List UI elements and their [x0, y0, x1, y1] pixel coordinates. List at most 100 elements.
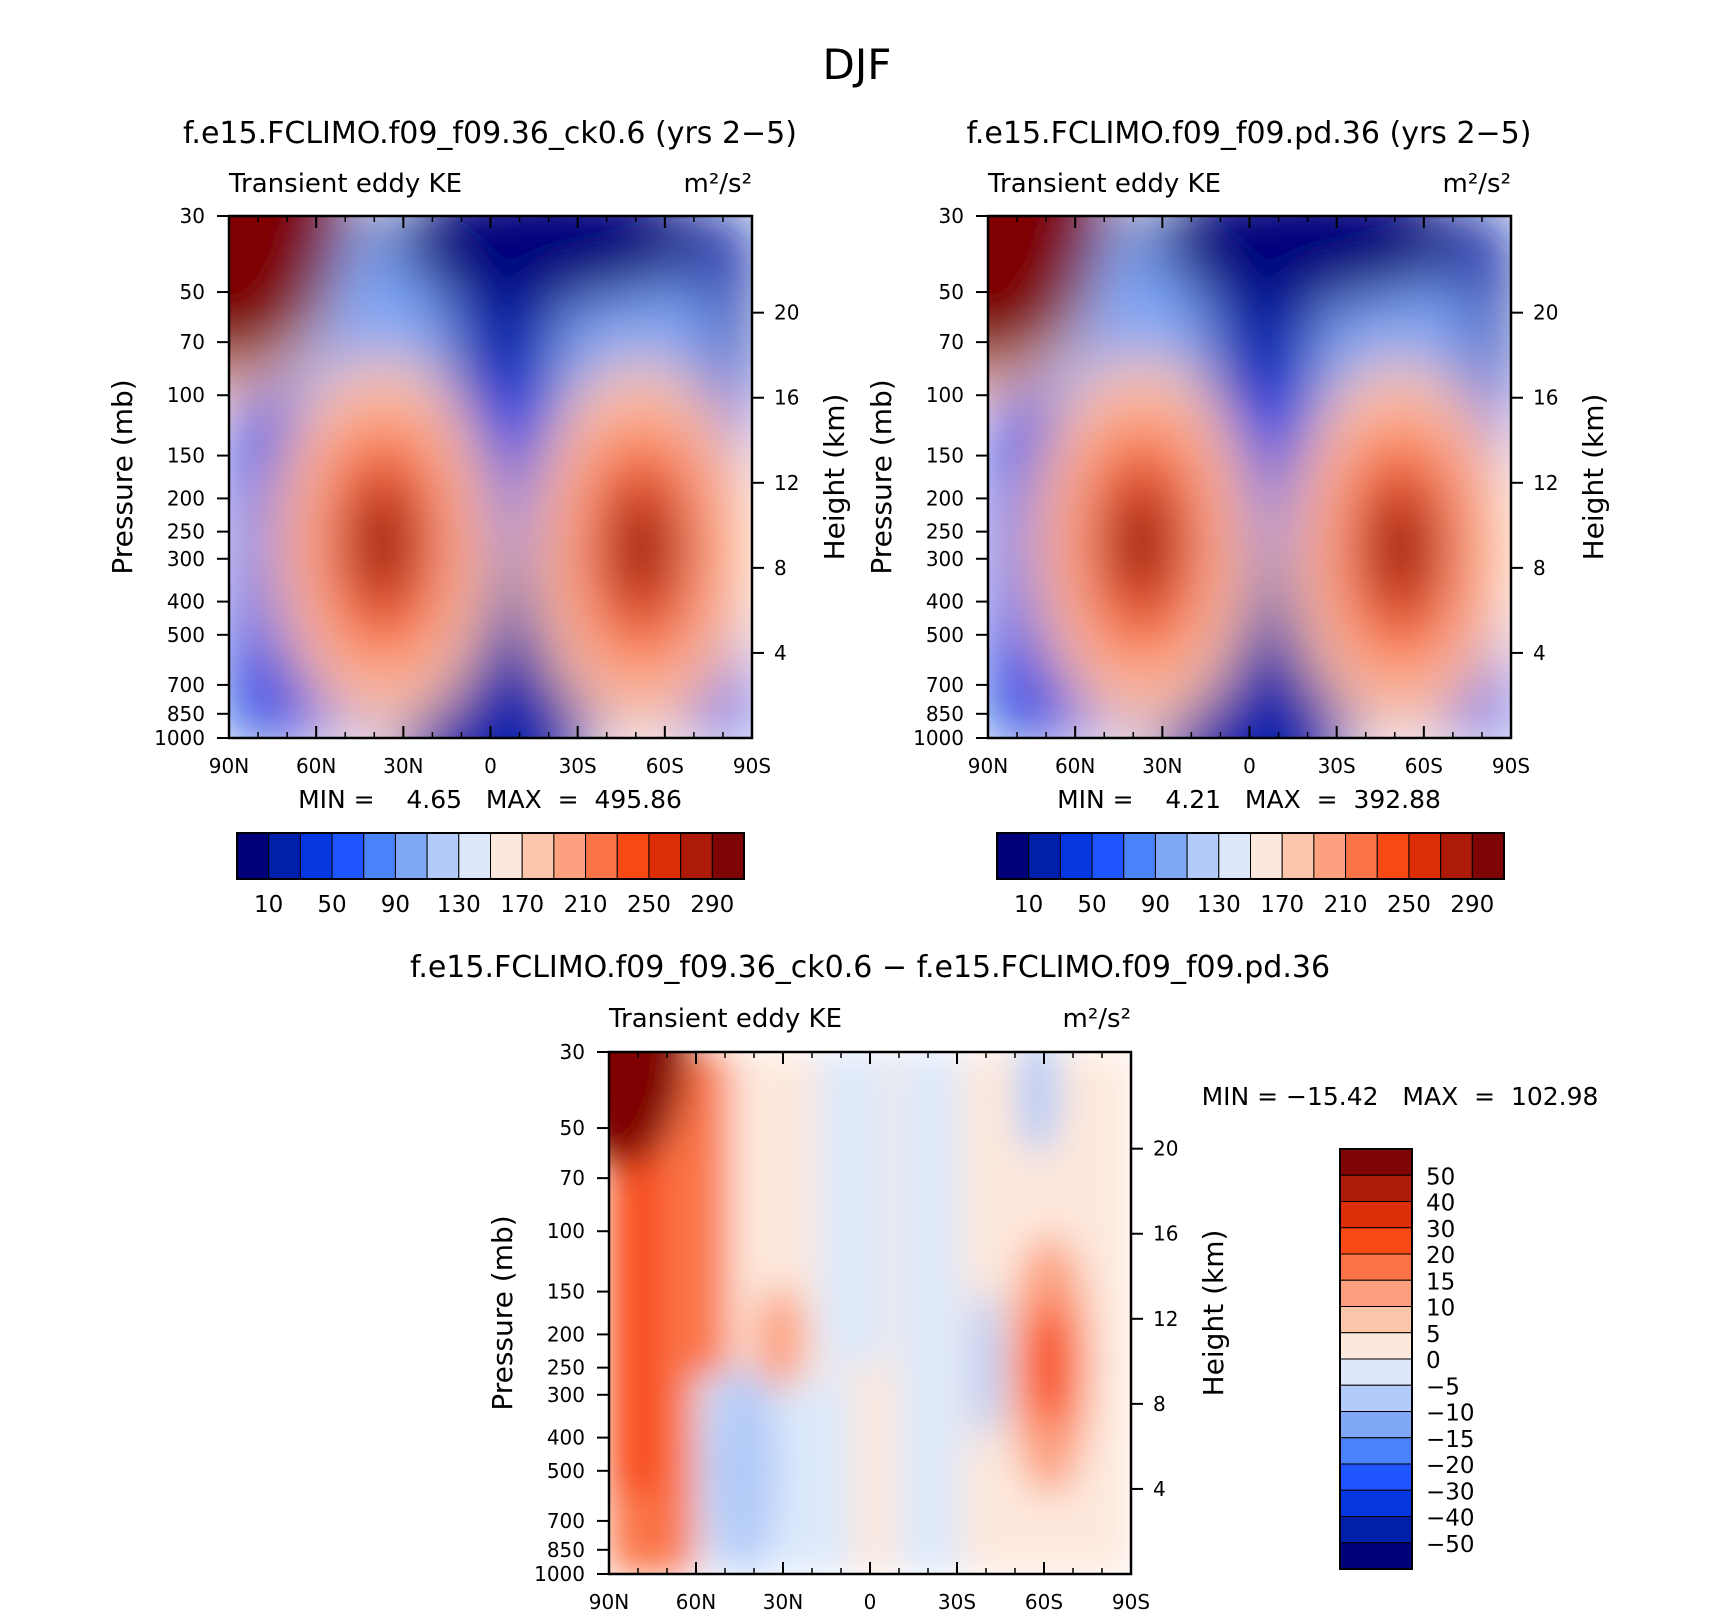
- colorbar-box: [363, 832, 396, 880]
- min-max-label: MIN = 4.65 MAX = 495.86: [298, 785, 682, 814]
- y-tick-label: 30: [939, 204, 964, 228]
- colorbar-box: [1339, 1174, 1413, 1202]
- colorbar-box: [616, 832, 650, 880]
- x-tick-label: 90N: [589, 1590, 629, 1614]
- colorbar-frame: [1339, 1148, 1413, 1570]
- y-right-tick-label: 4: [1533, 641, 1546, 665]
- y-tick-label: 150: [926, 444, 964, 468]
- field-blob: [1028, 1302, 1071, 1428]
- x-tick-label: 60S: [646, 754, 684, 778]
- colorbar-box: [1339, 1201, 1413, 1229]
- units-label: m²/s²: [684, 169, 752, 199]
- colorbar-box: [1339, 1306, 1413, 1334]
- y-tick-label: 400: [167, 590, 205, 614]
- colorbar-box: [236, 832, 270, 880]
- y-tick-label: 700: [926, 673, 964, 697]
- colorbar-label: 0: [1426, 1348, 1441, 1374]
- field-blob: [1374, 496, 1427, 601]
- y-right-axis-label: Height (km): [818, 394, 851, 561]
- colorbar-label: 210: [564, 892, 608, 918]
- colorbar-label: −10: [1426, 1401, 1475, 1427]
- y-right-tick-label: 12: [1533, 471, 1558, 495]
- left-string: Transient eddy KE: [987, 169, 1221, 199]
- colorbar-box: [268, 832, 301, 880]
- y-tick-label: 50: [560, 1116, 585, 1140]
- colorbar-label: 170: [1260, 892, 1304, 918]
- colorbar-label: 10: [254, 892, 283, 918]
- colorbar-label: −20: [1426, 1453, 1475, 1479]
- colorbar-box: [1339, 1463, 1413, 1491]
- x-tick-label: 90S: [1112, 1590, 1150, 1614]
- y-tick-label: 30: [180, 204, 205, 228]
- x-tick-label: 90S: [1492, 754, 1530, 778]
- x-tick-label: 90N: [968, 754, 1008, 778]
- y-tick-label: 100: [547, 1219, 585, 1243]
- x-tick-label: 30N: [763, 1590, 803, 1614]
- colorbar-box: [1339, 1253, 1413, 1281]
- colorbar-label: 15: [1426, 1269, 1455, 1295]
- left-string: Transient eddy KE: [608, 1004, 842, 1034]
- x-tick-label: 90N: [209, 754, 249, 778]
- y-tick-label: 850: [547, 1538, 585, 1562]
- field-blob: [1150, 216, 1465, 305]
- x-tick-label: 60N: [296, 754, 336, 778]
- x-tick-label: 60N: [1055, 754, 1095, 778]
- colorbar-box: [1339, 1358, 1413, 1386]
- colorbar: 10 50 90 130 170 210 250 290: [236, 832, 745, 918]
- field-blob: [391, 216, 706, 305]
- x-tick-label: 30N: [1142, 754, 1182, 778]
- x-tick-label: 0: [484, 754, 497, 778]
- colorbar-label: 50: [1077, 892, 1106, 918]
- y-tick-label: 250: [167, 520, 205, 544]
- field-blob: [705, 1365, 779, 1574]
- y-tick-label: 70: [939, 330, 964, 354]
- y-tick-label: 70: [560, 1166, 585, 1190]
- y-right-tick-label: 16: [1533, 386, 1558, 410]
- y-tick-label: 70: [180, 330, 205, 354]
- y-tick-label: 300: [167, 547, 205, 571]
- colorbar-label: 5: [1426, 1322, 1441, 1348]
- figure-title: DJF: [823, 40, 892, 89]
- x-tick-label: 60N: [676, 1590, 716, 1614]
- y-axis-label: Pressure (mb): [106, 379, 139, 574]
- colorbar-box: [1339, 1384, 1413, 1412]
- colorbar-box: [458, 832, 491, 880]
- colorbar-box: [1471, 832, 1505, 880]
- colorbar-label: 10: [1426, 1296, 1455, 1322]
- y-right-tick-label: 8: [774, 556, 787, 580]
- colorbar-label: 10: [1014, 892, 1043, 918]
- colorbar-label: 250: [1387, 892, 1431, 918]
- y-right-tick-label: 20: [774, 301, 799, 325]
- y-axis-label: Pressure (mb): [486, 1215, 519, 1410]
- units-label: m²/s²: [1063, 1004, 1131, 1034]
- left-string: Transient eddy KE: [228, 169, 462, 199]
- y-tick-label: 850: [167, 702, 205, 726]
- x-tick-label: 30S: [938, 1590, 976, 1614]
- colorbar-label: −15: [1426, 1427, 1475, 1453]
- axes: 90N 60N 30N 0 30S 60S 90S 30 50 70 100 150 200 250 300…: [913, 204, 1558, 778]
- y-tick-label: 1000: [154, 726, 205, 750]
- y-tick-label: 30: [560, 1040, 585, 1064]
- y-tick-label: 400: [547, 1426, 585, 1450]
- panel-title: f.e15.FCLIMO.f09_f09.36_ck0.6 − f.e15.FC…: [410, 950, 1330, 985]
- colorbar-label: 290: [690, 892, 734, 918]
- colorbar-box: [1339, 1411, 1413, 1439]
- panel-title: f.e15.FCLIMO.f09_f09.pd.36 (yrs 2−5): [967, 116, 1532, 151]
- x-tick-label: 60S: [1405, 754, 1443, 778]
- y-tick-label: 1000: [534, 1562, 585, 1586]
- panel-pd: f.e15.FCLIMO.f09_f09.pd.36 (yrs 2−5) Tra…: [865, 116, 1610, 918]
- field-blob: [970, 1286, 1002, 1444]
- y-tick-label: 200: [167, 486, 205, 510]
- colorbar-box: [1028, 832, 1061, 880]
- colorbar-label: 290: [1450, 892, 1494, 918]
- y-tick-label: 200: [926, 486, 964, 510]
- axes: 90N 60N 30N 0 30S 60S 90S 30 50 70 100 150 200 250 300…: [154, 204, 799, 778]
- field-band: [817, 1052, 886, 1366]
- colorbar-box: [1250, 832, 1283, 880]
- y-right-tick-label: 4: [774, 641, 787, 665]
- panel-difference: f.e15.FCLIMO.f09_f09.36_ck0.6 − f.e15.FC…: [410, 950, 1598, 1614]
- colorbar-label: 50: [317, 892, 346, 918]
- colorbar-label: 170: [500, 892, 544, 918]
